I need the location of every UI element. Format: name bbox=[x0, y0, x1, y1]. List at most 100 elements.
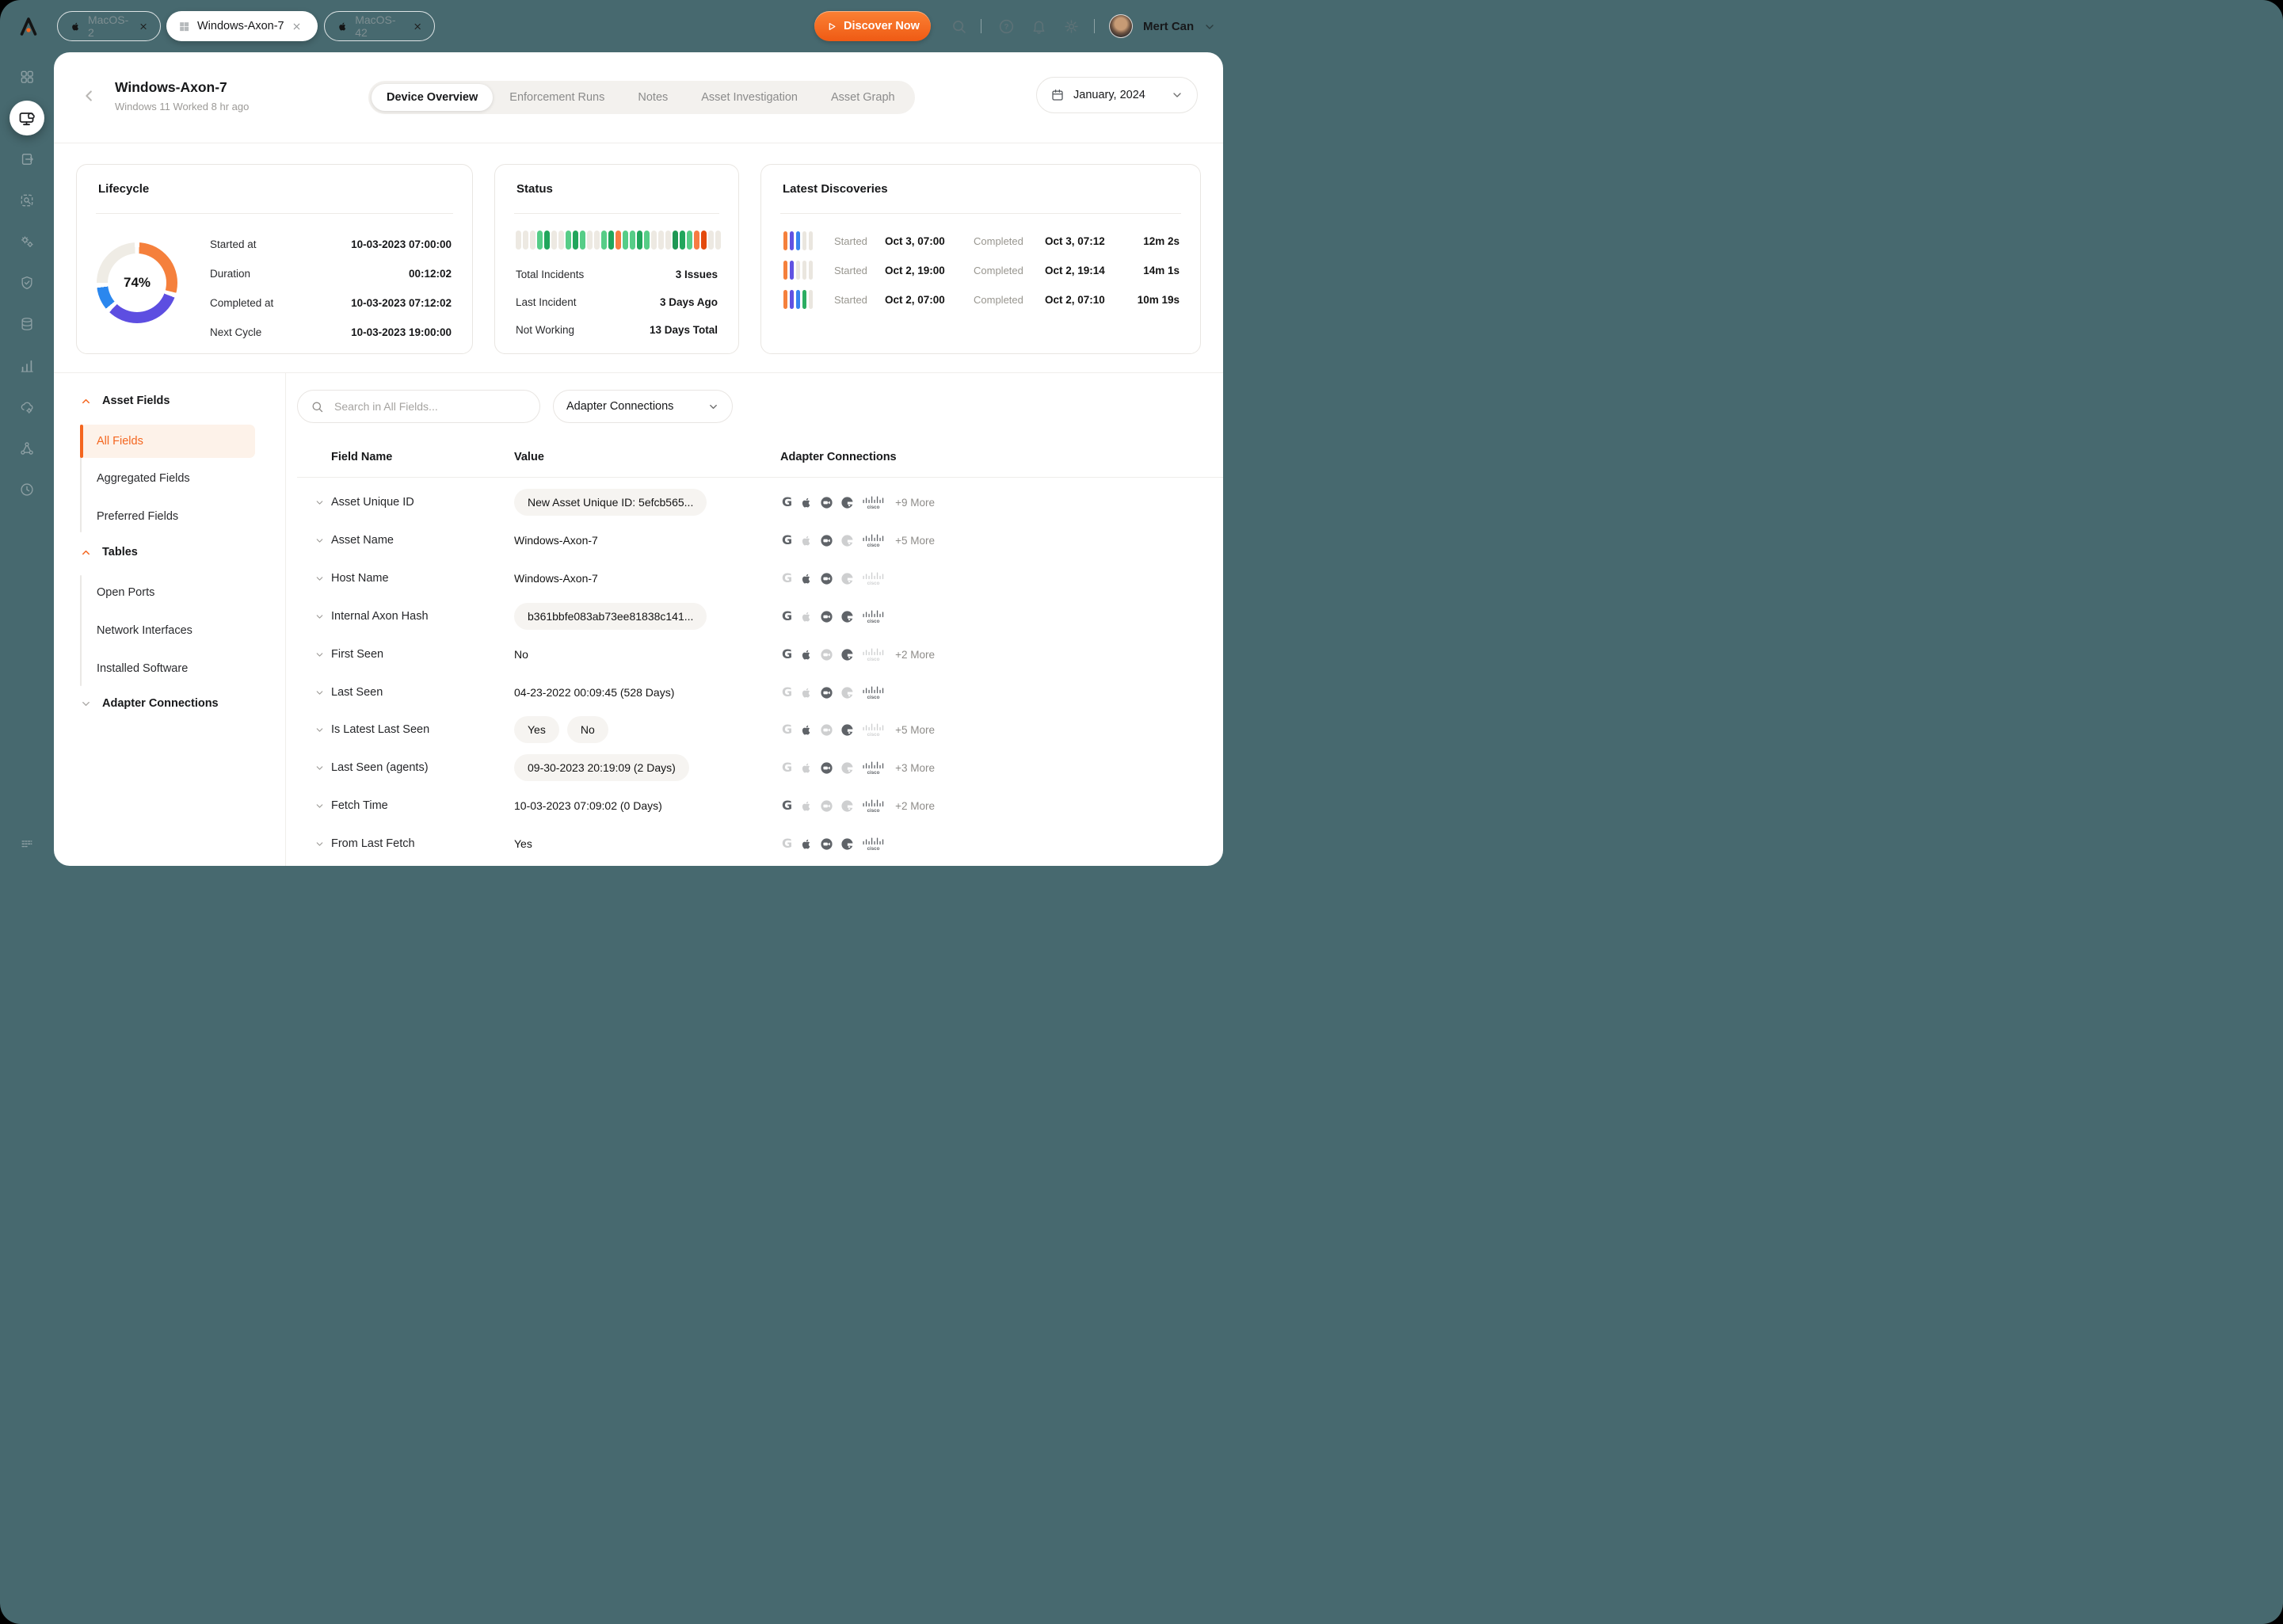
adapter-connections-filter[interactable]: Adapter Connections bbox=[553, 390, 733, 423]
cisco-adapter-icon[interactable] bbox=[861, 495, 886, 510]
close-icon[interactable] bbox=[139, 21, 148, 32]
google-adapter-icon[interactable]: G bbox=[782, 532, 793, 547]
apple-adapter-icon[interactable] bbox=[799, 496, 813, 509]
sidebar-item-preferred-fields[interactable]: Preferred Fields bbox=[97, 510, 179, 523]
sidebar-item-reports-icon[interactable] bbox=[19, 358, 35, 374]
google-adapter-icon[interactable]: G bbox=[782, 570, 793, 585]
apple-adapter-icon[interactable] bbox=[799, 534, 813, 547]
apple-adapter-icon[interactable] bbox=[799, 572, 813, 585]
close-icon[interactable] bbox=[413, 21, 422, 32]
zoom-adapter-icon[interactable] bbox=[820, 572, 833, 585]
sidebar-item-network-interfaces[interactable]: Network Interfaces bbox=[97, 624, 192, 637]
chevron-down-icon[interactable] bbox=[1203, 21, 1216, 33]
disc-adapter-icon[interactable] bbox=[840, 496, 854, 509]
apple-adapter-icon[interactable] bbox=[799, 837, 813, 851]
disc-adapter-icon[interactable] bbox=[840, 572, 854, 585]
sidebar-item-investigate-icon[interactable] bbox=[19, 193, 35, 208]
apple-adapter-icon[interactable] bbox=[799, 723, 813, 737]
more-adapters[interactable]: +5 More bbox=[895, 723, 936, 736]
row-expand-icon[interactable] bbox=[314, 612, 325, 622]
zoom-adapter-icon[interactable] bbox=[820, 496, 833, 509]
sidebar-item-adapters-icon[interactable] bbox=[19, 234, 35, 250]
zoom-adapter-icon[interactable] bbox=[820, 610, 833, 623]
zoom-adapter-icon[interactable] bbox=[820, 648, 833, 661]
tab-asset-investigation[interactable]: Asset Investigation bbox=[701, 91, 798, 104]
cisco-adapter-icon[interactable] bbox=[861, 799, 886, 814]
disc-adapter-icon[interactable] bbox=[840, 723, 854, 737]
section-asset-fields[interactable]: Asset Fields bbox=[80, 395, 170, 407]
google-adapter-icon[interactable]: G bbox=[782, 798, 793, 813]
search-icon[interactable] bbox=[951, 18, 967, 35]
sidebar-item-dashboard-grid-icon[interactable] bbox=[19, 69, 35, 85]
google-adapter-icon[interactable]: G bbox=[782, 646, 793, 661]
disc-adapter-icon[interactable] bbox=[840, 534, 854, 547]
sidebar-item-cloud-icon[interactable] bbox=[19, 399, 35, 415]
cisco-adapter-icon[interactable] bbox=[861, 647, 886, 662]
sidebar-item-data-icon[interactable] bbox=[19, 316, 35, 332]
row-expand-icon[interactable] bbox=[314, 536, 325, 546]
apple-adapter-icon[interactable] bbox=[799, 686, 813, 700]
apple-adapter-icon[interactable] bbox=[799, 610, 813, 623]
sidebar-item-installed-software[interactable]: Installed Software bbox=[97, 662, 189, 675]
cisco-adapter-icon[interactable] bbox=[861, 761, 886, 776]
sidebar-item-compliance-icon[interactable] bbox=[19, 275, 35, 291]
user-name[interactable]: Mert Can bbox=[1143, 20, 1195, 33]
tab-device-overview[interactable]: Device Overview bbox=[372, 84, 494, 111]
zoom-adapter-icon[interactable] bbox=[820, 723, 833, 737]
avatar[interactable] bbox=[1109, 14, 1133, 38]
cisco-adapter-icon[interactable] bbox=[861, 571, 886, 586]
more-adapters[interactable]: +2 More bbox=[895, 648, 936, 661]
row-expand-icon[interactable] bbox=[314, 839, 325, 849]
sidebar-item-history-icon[interactable] bbox=[19, 482, 35, 497]
row-expand-icon[interactable] bbox=[314, 497, 325, 508]
google-adapter-icon[interactable]: G bbox=[782, 684, 793, 700]
browser-tab-macos-2[interactable]: MacOS-2 bbox=[57, 11, 161, 41]
google-adapter-icon[interactable]: G bbox=[782, 608, 793, 623]
more-adapters[interactable]: +3 More bbox=[895, 761, 936, 774]
more-adapters[interactable]: +5 More bbox=[895, 534, 936, 547]
section-adapter-connections[interactable]: Adapter Connections bbox=[80, 697, 219, 710]
google-adapter-icon[interactable]: G bbox=[782, 760, 793, 775]
zoom-adapter-icon[interactable] bbox=[820, 534, 833, 547]
row-expand-icon[interactable] bbox=[314, 725, 325, 735]
section-tables[interactable]: Tables bbox=[80, 546, 138, 558]
cisco-adapter-icon[interactable] bbox=[861, 609, 886, 624]
apple-adapter-icon[interactable] bbox=[799, 799, 813, 813]
zoom-adapter-icon[interactable] bbox=[820, 761, 833, 775]
sidebar-item-all-fields[interactable]: All Fields bbox=[80, 425, 255, 458]
zoom-adapter-icon[interactable] bbox=[820, 799, 833, 813]
cisco-adapter-icon[interactable] bbox=[861, 837, 886, 852]
cisco-adapter-icon[interactable] bbox=[861, 685, 886, 700]
row-expand-icon[interactable] bbox=[314, 688, 325, 698]
bell-icon[interactable] bbox=[1031, 18, 1047, 35]
row-expand-icon[interactable] bbox=[314, 763, 325, 773]
row-expand-icon[interactable] bbox=[314, 650, 325, 660]
row-expand-icon[interactable] bbox=[314, 801, 325, 811]
sidebar-item-open-ports[interactable]: Open Ports bbox=[97, 586, 155, 599]
gear-icon[interactable] bbox=[1063, 18, 1080, 35]
more-adapters[interactable]: +2 More bbox=[895, 799, 936, 812]
discover-now-button[interactable]: Discover Now bbox=[814, 11, 931, 41]
date-select[interactable]: January, 2024 bbox=[1036, 77, 1198, 113]
back-button[interactable] bbox=[81, 87, 98, 105]
tab-enforcement-runs[interactable]: Enforcement Runs bbox=[509, 91, 605, 104]
browser-tab-macos-42[interactable]: MacOS-42 bbox=[324, 11, 435, 41]
tab-asset-graph[interactable]: Asset Graph bbox=[830, 91, 895, 104]
close-icon[interactable] bbox=[292, 21, 302, 32]
disc-adapter-icon[interactable] bbox=[840, 761, 854, 775]
row-expand-icon[interactable] bbox=[314, 574, 325, 584]
more-adapters[interactable]: +9 More bbox=[895, 496, 936, 509]
apple-adapter-icon[interactable] bbox=[799, 761, 813, 775]
disc-adapter-icon[interactable] bbox=[840, 837, 854, 851]
sidebar-item-devices-active[interactable] bbox=[10, 101, 44, 135]
axonius-logo[interactable] bbox=[18, 15, 39, 37]
sidebar-menu-icon[interactable] bbox=[19, 835, 35, 851]
zoom-adapter-icon[interactable] bbox=[820, 686, 833, 700]
disc-adapter-icon[interactable] bbox=[840, 610, 854, 623]
google-adapter-icon[interactable]: G bbox=[782, 836, 793, 851]
disc-adapter-icon[interactable] bbox=[840, 686, 854, 700]
apple-adapter-icon[interactable] bbox=[799, 648, 813, 661]
sidebar-item-network-icon[interactable] bbox=[19, 440, 35, 456]
disc-adapter-icon[interactable] bbox=[840, 648, 854, 661]
zoom-adapter-icon[interactable] bbox=[820, 837, 833, 851]
